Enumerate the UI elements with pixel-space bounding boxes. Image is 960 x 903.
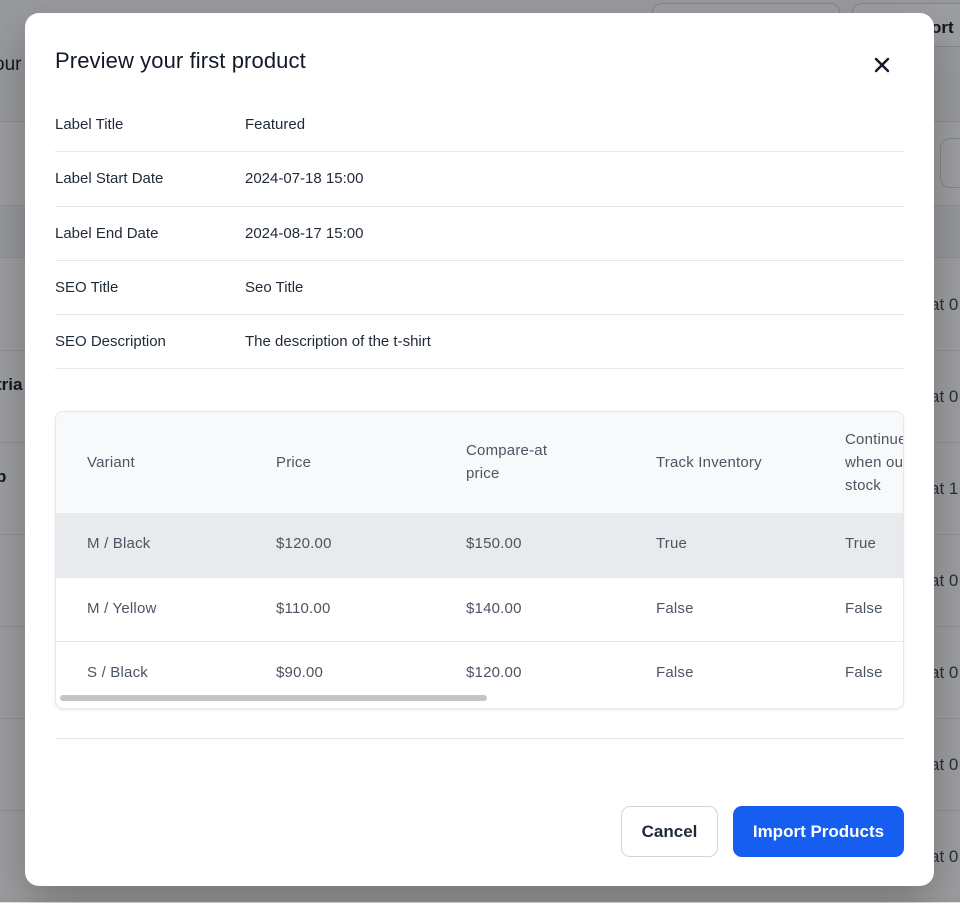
background-row-text: tria — [0, 375, 23, 394]
column-header-continue-selling: Continue selling when out of stock — [845, 431, 904, 494]
detail-row-seo-title: SEO Title Seo Title — [55, 261, 904, 316]
horizontal-scrollbar-thumb[interactable] — [60, 695, 487, 701]
background-row-text: at 0 — [930, 847, 959, 866]
cell-track-inventory: False — [656, 664, 694, 681]
import-products-button[interactable]: Import Products — [733, 806, 904, 857]
column-header-price: Price — [276, 454, 312, 471]
detail-label: SEO Title — [55, 278, 119, 296]
detail-row-label-end-date: Label End Date 2024-08-17 15:00 — [55, 207, 904, 261]
close-button[interactable] — [868, 51, 896, 79]
background-heading: our — [0, 54, 22, 75]
cell-compare-at-price: $120.00 — [466, 664, 522, 681]
detail-label: Label Title — [55, 116, 124, 133]
detail-value: 2024-08-17 15:00 — [245, 224, 364, 242]
detail-row-label-start-date: Label Start Date 2024-07-18 15:00 — [55, 152, 904, 207]
background-row-text: at 0 — [930, 295, 959, 314]
product-details-list: Label Title Featured Label Start Date 20… — [55, 98, 904, 370]
detail-row-label-title: Label Title Featured — [55, 98, 904, 153]
cell-continue-selling: True — [845, 535, 877, 552]
variants-table-header: Variant Price Compare-at price Track Inv… — [56, 412, 904, 513]
detail-value: Seo Title — [245, 278, 304, 296]
table-row[interactable]: M / Yellow $110.00 $140.00 False False — [56, 577, 903, 641]
cell-continue-selling: False — [845, 664, 883, 681]
background-filter-button — [940, 138, 960, 188]
detail-value: The description of the t-shirt — [245, 333, 431, 351]
detail-label: Label Start Date — [55, 170, 164, 188]
background-import-button-label: ort — [931, 18, 954, 37]
background-row-text: at 0 — [930, 755, 959, 774]
cell-variant: M / Yellow — [87, 600, 157, 617]
close-icon — [874, 57, 890, 73]
cell-track-inventory: True — [656, 535, 688, 552]
cell-price: $110.00 — [276, 600, 331, 617]
cell-price: $120.00 — [276, 535, 332, 552]
cell-compare-at-price: $140.00 — [466, 600, 522, 617]
background-row-text: p — [0, 467, 7, 486]
column-header-variant: Variant — [87, 454, 135, 471]
background-row-text: at 0 — [930, 571, 959, 590]
cancel-button[interactable]: Cancel — [621, 806, 718, 857]
variants-table-scroll-area[interactable]: Variant Price Compare-at price Track Inv… — [56, 412, 904, 708]
cell-variant: S / Black — [87, 664, 148, 681]
detail-label: Label End Date — [55, 224, 159, 242]
column-header-compare-at-price: Compare-at price — [466, 442, 548, 482]
preview-product-modal: Preview your first product Label Title F… — [25, 13, 934, 886]
detail-value: Featured — [245, 116, 306, 133]
detail-value: 2024-07-18 15:00 — [245, 170, 364, 188]
footer-divider — [55, 738, 904, 739]
background-row-text: at 0 — [930, 663, 959, 682]
cell-continue-selling: False — [845, 600, 883, 617]
table-row[interactable]: S / Black $90.00 $120.00 False False — [56, 641, 903, 705]
table-row[interactable]: M / Black $120.00 $150.00 True True — [56, 513, 903, 578]
background-row-text: at 1 — [930, 479, 959, 498]
modal-title: Preview your first product — [55, 48, 306, 73]
variants-table: Variant Price Compare-at price Track Inv… — [55, 411, 904, 709]
cell-price: $90.00 — [276, 664, 324, 681]
background-row-text: at 0 — [930, 387, 959, 406]
cell-compare-at-price: $150.00 — [466, 535, 522, 552]
cell-track-inventory: False — [656, 600, 694, 617]
detail-label: SEO Description — [55, 333, 166, 351]
column-header-track-inventory: Track Inventory — [656, 454, 762, 471]
cell-variant: M / Black — [87, 535, 151, 552]
detail-row-seo-description: SEO Description The description of the t… — [55, 315, 904, 370]
